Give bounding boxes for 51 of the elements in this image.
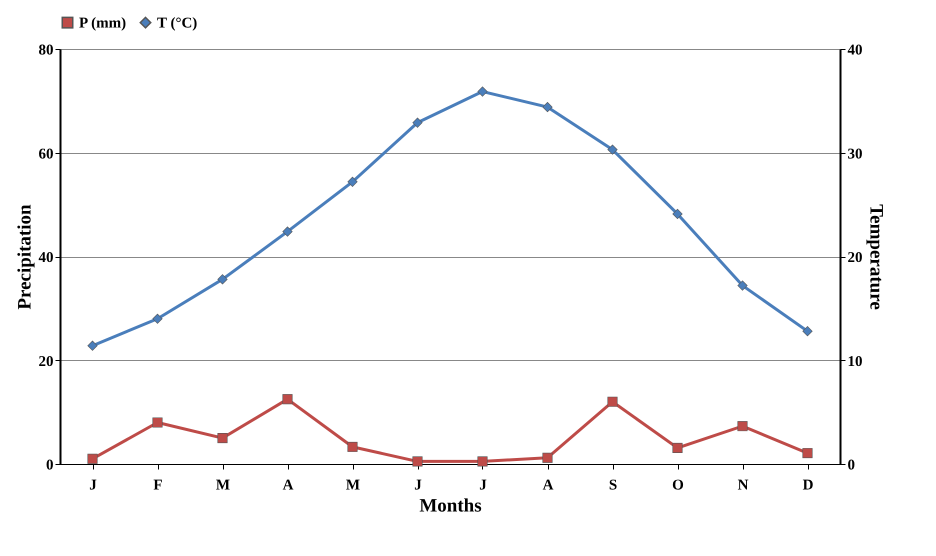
x-tick-label: J [479,478,488,494]
point [152,417,163,428]
point [347,442,358,452]
point [87,454,98,464]
point [282,394,293,404]
point [672,208,683,220]
x-tick-label: D [802,478,814,494]
x-tick-label: F [153,478,163,494]
x-tick-label: M [216,478,230,494]
x-tick-label: M [346,478,360,494]
y-tick-label: 40 [38,250,54,266]
point [542,452,553,463]
point [477,86,488,97]
y-tick-label: 80 [38,42,54,58]
point [737,421,748,432]
point [607,396,618,407]
y-axis-title: Precipitation [14,204,36,310]
x-tick-label: N [738,478,749,494]
point [802,448,813,458]
x-tick-label: J [414,478,422,494]
y2-tick-label: 40 [848,42,862,58]
x-tick-label: O [672,478,684,494]
point [152,314,163,324]
y2-axis-title: Temperature [866,204,886,310]
y2-tick-label: 10 [848,354,862,370]
x-tick-label: A [542,478,554,494]
point [217,274,228,284]
point [477,456,488,466]
legend-label: T (°C) [157,16,198,32]
point [412,118,423,128]
x-tick-label: J [89,478,98,494]
point [672,442,683,453]
y2-tick-label: 0 [848,458,855,474]
point [87,340,98,351]
point [542,102,553,112]
point [217,433,228,444]
point [607,144,618,155]
x-axis-title: Months [419,496,482,516]
x-tick-label: S [608,478,618,494]
y2-tick-label: 30 [848,146,862,162]
y-tick-label: 60 [38,146,54,162]
point [737,280,748,291]
y-tick-label: 0 [46,458,54,474]
x-tick-label: A [282,478,294,494]
point [802,326,813,336]
y-tick-label: 20 [38,354,54,370]
point [347,176,358,187]
legend-label: P (mm) [79,16,126,32]
point [282,226,293,237]
point [412,456,423,466]
y2-tick-label: 20 [848,250,862,266]
